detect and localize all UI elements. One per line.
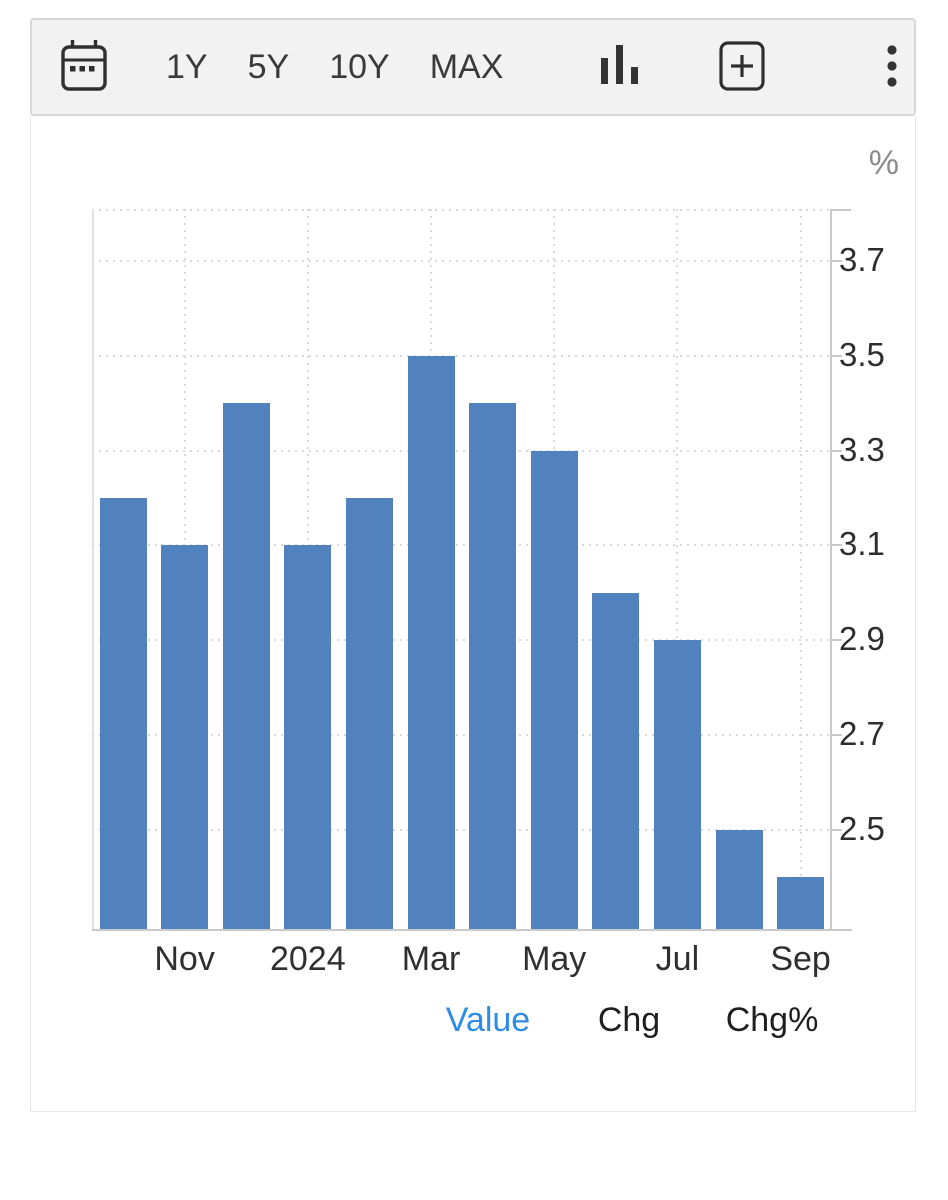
bar[interactable] <box>469 403 517 929</box>
y-gridline <box>92 733 830 736</box>
range-1y-button[interactable]: 1Y <box>166 47 208 86</box>
y-gridline <box>92 544 830 547</box>
y-tick-label: 3.7 <box>839 241 885 279</box>
x-axis-line <box>92 929 852 931</box>
x-tick-label: May <box>522 940 587 978</box>
range-10y-button[interactable]: 10Y <box>329 47 390 86</box>
bar[interactable] <box>715 829 763 929</box>
y-axis-line <box>830 209 832 929</box>
bar[interactable] <box>345 497 393 929</box>
chart-toolbar: 1Y 5Y 10Y MAX <box>30 18 916 116</box>
bar[interactable] <box>161 545 209 929</box>
tab-chg-pct[interactable]: Chg% <box>725 1001 819 1039</box>
tab-chg[interactable]: Chg <box>597 1001 661 1039</box>
x-tick-label: 2024 <box>269 940 346 978</box>
range-5y-button[interactable]: 5Y <box>247 47 290 86</box>
chart-card: % 3.7 3.5 3.3 3.1 2.9 2.7 2.5 Nov 2024 Mar May Jul S… <box>30 116 916 1112</box>
bar[interactable] <box>777 876 825 929</box>
y-tick-label: 3.5 <box>839 335 885 373</box>
y-gridline <box>92 354 830 357</box>
y-gridline <box>92 639 830 642</box>
x-tick-label: Mar <box>401 940 461 978</box>
y-axis-tick <box>830 449 842 452</box>
bar-chart-icon <box>600 44 640 91</box>
plot-left-border <box>92 209 94 929</box>
y-axis-tick <box>830 828 842 831</box>
bar[interactable] <box>653 640 701 929</box>
y-axis-tick <box>830 354 842 357</box>
y-tick-label: 2.5 <box>839 809 885 847</box>
plus-square-icon <box>719 40 765 94</box>
plot-area: 3.7 3.5 3.3 3.1 2.9 2.7 2.5 Nov 2024 Mar May Jul Sep <box>92 209 885 978</box>
bar[interactable] <box>407 355 455 929</box>
range-selector: 1Y 5Y 10Y MAX <box>166 20 503 114</box>
bar[interactable] <box>592 592 640 929</box>
y-tick-label: 2.7 <box>839 714 885 752</box>
x-tick-label: Sep <box>770 940 831 978</box>
series-tabs: Value Chg Chg% <box>31 1001 915 1051</box>
add-indicator-button[interactable] <box>719 40 765 94</box>
x-gridline <box>676 209 679 929</box>
x-tick-label: Jul <box>655 940 700 978</box>
y-tick-label: 3.3 <box>839 430 885 468</box>
y-axis-tick <box>830 639 842 642</box>
y-axis-unit-label: % <box>868 144 899 182</box>
y-axis-tick <box>830 733 842 736</box>
range-max-button[interactable]: MAX <box>429 47 504 86</box>
tab-value[interactable]: Value <box>445 1001 531 1039</box>
y-axis-top-tick <box>830 209 851 211</box>
y-gridline <box>92 449 830 452</box>
y-gridline <box>92 260 830 263</box>
calendar-button[interactable] <box>60 39 108 95</box>
y-gridline <box>92 828 830 831</box>
x-tick-label: Nov <box>154 940 215 978</box>
kebab-menu-icon <box>886 44 898 90</box>
more-options-button[interactable] <box>878 44 906 90</box>
bar[interactable] <box>222 403 270 929</box>
y-axis-tick <box>830 544 842 547</box>
y-tick-label: 3.1 <box>839 525 885 563</box>
x-gridline <box>799 209 802 929</box>
bar[interactable] <box>99 497 147 929</box>
calendar-icon <box>60 38 108 97</box>
y-tick-label: 2.9 <box>839 620 885 658</box>
bar[interactable] <box>284 545 332 929</box>
plot-top-border <box>92 209 830 211</box>
y-axis-tick <box>830 260 842 263</box>
chart-type-button[interactable] <box>600 44 640 91</box>
bar[interactable] <box>530 450 578 929</box>
